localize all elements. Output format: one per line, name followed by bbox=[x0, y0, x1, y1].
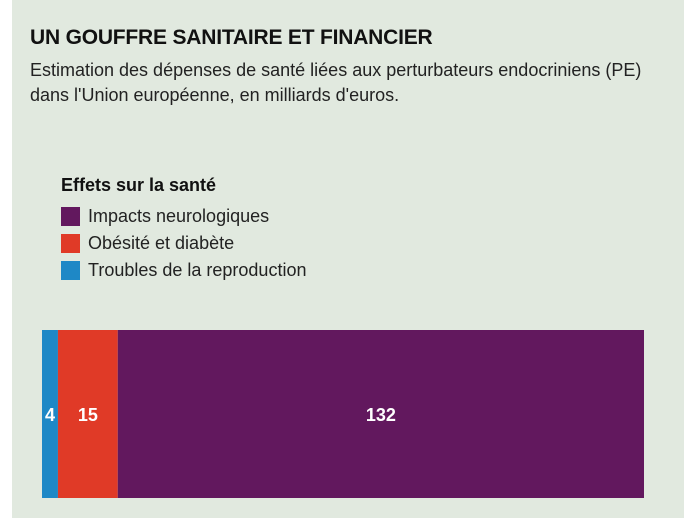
chart-title: UN GOUFFRE SANITAIRE ET FINANCIER bbox=[30, 26, 433, 49]
legend: Impacts neurologiques Obésité et diabète… bbox=[61, 203, 306, 284]
legend-label-neurologiques: Impacts neurologiques bbox=[88, 206, 270, 226]
data-label-obesite-et-diabete: 15 bbox=[78, 405, 98, 425]
bar-segment-obesite-et-diabete bbox=[57, 330, 118, 498]
legend-item-obesite: Obésité et diabète bbox=[61, 230, 306, 257]
bar-segment-troubles-de-la-reproduction bbox=[42, 330, 58, 498]
legend-swatch-reproduction bbox=[61, 261, 80, 280]
bar-segment-impacts-neurologiques bbox=[117, 330, 644, 498]
legend-item-neurologiques: Impacts neurologiques bbox=[61, 203, 306, 230]
legend-item-reproduction: Troubles de la reproduction bbox=[61, 257, 306, 284]
data-label-troubles-de-la-reproduction: 4 bbox=[45, 405, 55, 425]
legend-label-reproduction: Troubles de la reproduction bbox=[88, 260, 307, 280]
data-label-impacts-neurologiques: 132 bbox=[366, 405, 396, 425]
legend-title: Effets sur la santé bbox=[61, 175, 217, 195]
chart-subtitle: Estimation des dépenses de santé liées a… bbox=[30, 60, 642, 105]
legend-label-obesite: Obésité et diabète bbox=[88, 233, 235, 253]
legend-swatch-obesite bbox=[61, 234, 80, 253]
legend-swatch-neurologiques bbox=[61, 207, 80, 226]
